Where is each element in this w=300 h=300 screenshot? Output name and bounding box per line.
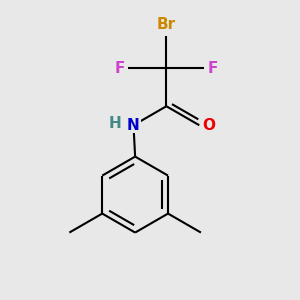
Text: O: O — [202, 118, 216, 133]
Text: H: H — [109, 116, 122, 131]
Text: Br: Br — [157, 17, 176, 32]
Text: N: N — [127, 118, 140, 133]
Text: F: F — [208, 61, 218, 76]
Text: F: F — [115, 61, 125, 76]
